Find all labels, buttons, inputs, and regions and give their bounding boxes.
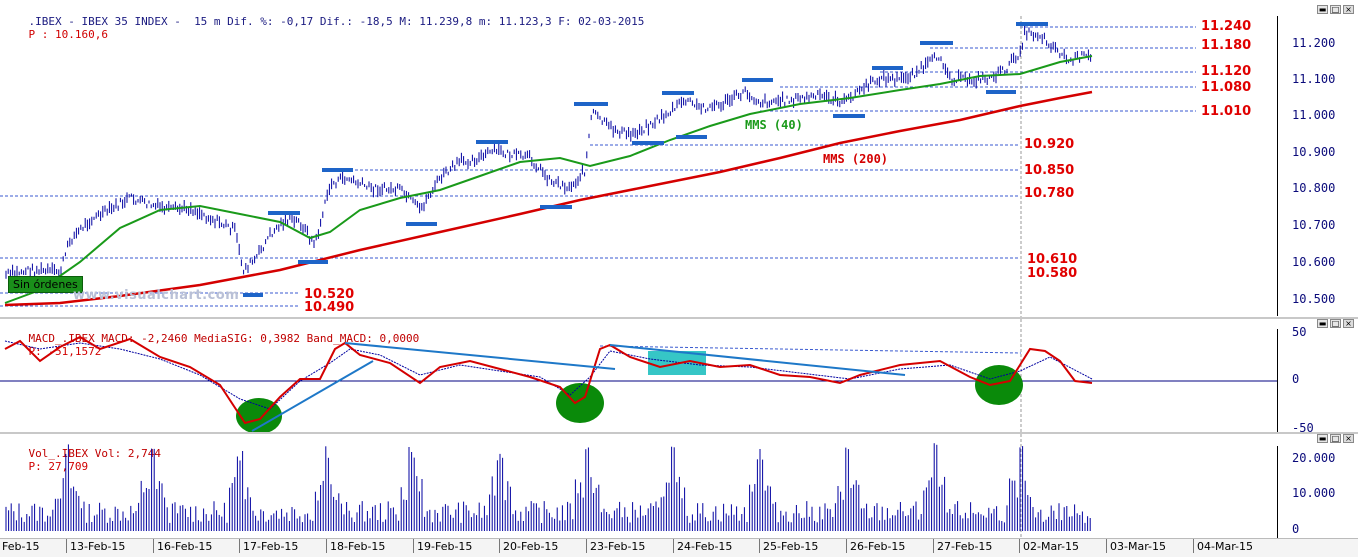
macd-y-tick: 50 (1292, 325, 1307, 339)
date-tick (586, 539, 587, 553)
volume-window-buttons: ▬ □ × (1317, 434, 1354, 443)
date-tick (413, 539, 414, 553)
date-tick (1019, 539, 1020, 553)
date-label: 13-Feb-15 (70, 540, 126, 553)
date-label: 03-Mar-15 (1110, 540, 1166, 553)
date-tick (846, 539, 847, 553)
watermark: www.visualchart.com (73, 288, 240, 303)
date-label: 16-Feb-15 (157, 540, 213, 553)
price-y-tick: 11.000 (1292, 108, 1336, 122)
date-tick (933, 539, 934, 553)
date-tick (1106, 539, 1107, 553)
close-button[interactable]: × (1343, 434, 1354, 443)
macd-line (4, 335, 1093, 425)
macd-y-tick: -50 (1292, 421, 1314, 435)
date-label: 20-Feb-15 (503, 540, 559, 553)
macd-signal-line (4, 340, 1093, 410)
macd-window-buttons: ▬ □ × (1317, 319, 1354, 328)
volume-y-tick: 20.000 (1292, 451, 1336, 465)
volume-bars (5, 443, 1091, 531)
price-chart[interactable] (0, 0, 1358, 318)
minimize-button[interactable]: ▬ (1317, 319, 1328, 328)
level-label: 10.520 (304, 287, 355, 302)
date-label: 25-Feb-15 (763, 540, 819, 553)
date-label: 23-Feb-15 (590, 540, 646, 553)
pane-divider[interactable] (0, 432, 1358, 434)
ma40-line (4, 55, 1093, 304)
macd-circle (556, 383, 604, 423)
price-pane[interactable]: .IBEX - IBEX 35 INDEX - 15 m Dif. %: -0,… (0, 0, 1358, 318)
price-window-buttons: ▬ □ × (1317, 5, 1354, 14)
price-y-tick: 10.600 (1292, 255, 1336, 269)
support-resistance-markers (243, 22, 1048, 297)
date-tick (1193, 539, 1194, 553)
macd-trendlines (251, 342, 906, 432)
level-lines (0, 16, 1196, 318)
date-label: 18-Feb-15 (330, 540, 386, 553)
price-header-p: P : 10.160,6 (28, 28, 108, 41)
date-label: Feb-15 (2, 540, 40, 553)
date-tick (239, 539, 240, 553)
macd-y-tick: 0 (1292, 372, 1300, 386)
level-label: 10.780 (1024, 186, 1075, 201)
date-tick (153, 539, 154, 553)
order-status-badge[interactable]: Sin órdenes (8, 276, 83, 293)
volume-pane[interactable]: Vol_.IBEX Vol: 2,744 P: 27,709 ▬ □ × 20.… (0, 434, 1358, 538)
date-label: 02-Mar-15 (1023, 540, 1079, 553)
date-label: 24-Feb-15 (677, 540, 733, 553)
price-header: .IBEX - IBEX 35 INDEX - 15 m Dif. %: -0,… (2, 2, 645, 54)
date-tick (499, 539, 500, 553)
date-label: 19-Feb-15 (417, 540, 473, 553)
level-label: 10.850 (1024, 163, 1075, 178)
ma200-label: MMS (200) (823, 152, 889, 166)
level-label: 10.490 (304, 300, 355, 315)
price-y-tick: 10.500 (1292, 292, 1336, 306)
macd-circle (975, 365, 1023, 405)
level-label: 11.240 (1201, 19, 1252, 34)
volume-header-text: Vol_.IBEX Vol: 2,744 (28, 447, 161, 460)
macd-upper-band (599, 345, 1022, 354)
price-y-tick: 11.200 (1292, 36, 1336, 50)
pane-divider[interactable] (0, 317, 1358, 319)
price-y-tick: 10.800 (1292, 181, 1336, 195)
maximize-button[interactable]: □ (1330, 5, 1341, 14)
macd-chart[interactable] (0, 319, 1358, 433)
volume-y-tick: 10.000 (1292, 486, 1336, 500)
date-tick (66, 539, 67, 553)
macd-header: MACD_.IBEX MACD: -2,2460 MediaSIG: 0,398… (2, 319, 420, 371)
close-button[interactable]: × (1343, 319, 1354, 328)
price-y-tick: 11.100 (1292, 72, 1336, 86)
price-header-text: .IBEX - IBEX 35 INDEX - 15 m Dif. %: -0,… (28, 15, 645, 28)
macd-header-text: MACD_.IBEX MACD: -2,2460 MediaSIG: 0,398… (28, 332, 420, 345)
level-label: 11.080 (1201, 80, 1252, 95)
volume-chart[interactable] (0, 434, 1358, 538)
level-label: 11.010 (1201, 104, 1252, 119)
level-label: 10.580 (1027, 266, 1078, 281)
volume-y-tick: 0 (1292, 522, 1300, 536)
level-label: 11.120 (1201, 64, 1252, 79)
date-label: 27-Feb-15 (937, 540, 993, 553)
maximize-button[interactable]: □ (1330, 319, 1341, 328)
maximize-button[interactable]: □ (1330, 434, 1341, 443)
date-tick (673, 539, 674, 553)
price-y-tick: 10.900 (1292, 145, 1336, 159)
level-label: 11.180 (1201, 38, 1252, 53)
level-label: 10.920 (1024, 137, 1075, 152)
date-label: 17-Feb-15 (243, 540, 299, 553)
date-label: 04-Mar-15 (1197, 540, 1253, 553)
price-bars (5, 24, 1092, 280)
date-tick (759, 539, 760, 553)
minimize-button[interactable]: ▬ (1317, 434, 1328, 443)
level-label: 10.610 (1027, 252, 1078, 267)
price-y-tick: 10.700 (1292, 218, 1336, 232)
macd-pane[interactable]: MACD_.IBEX MACD: -2,2460 MediaSIG: 0,398… (0, 319, 1358, 435)
close-button[interactable]: × (1343, 5, 1354, 14)
ma200-line (4, 90, 1093, 307)
date-tick (326, 539, 327, 553)
ma40-label: MMS (40) (745, 118, 803, 132)
minimize-button[interactable]: ▬ (1317, 5, 1328, 14)
date-label: 26-Feb-15 (850, 540, 906, 553)
date-axis (0, 538, 1358, 557)
